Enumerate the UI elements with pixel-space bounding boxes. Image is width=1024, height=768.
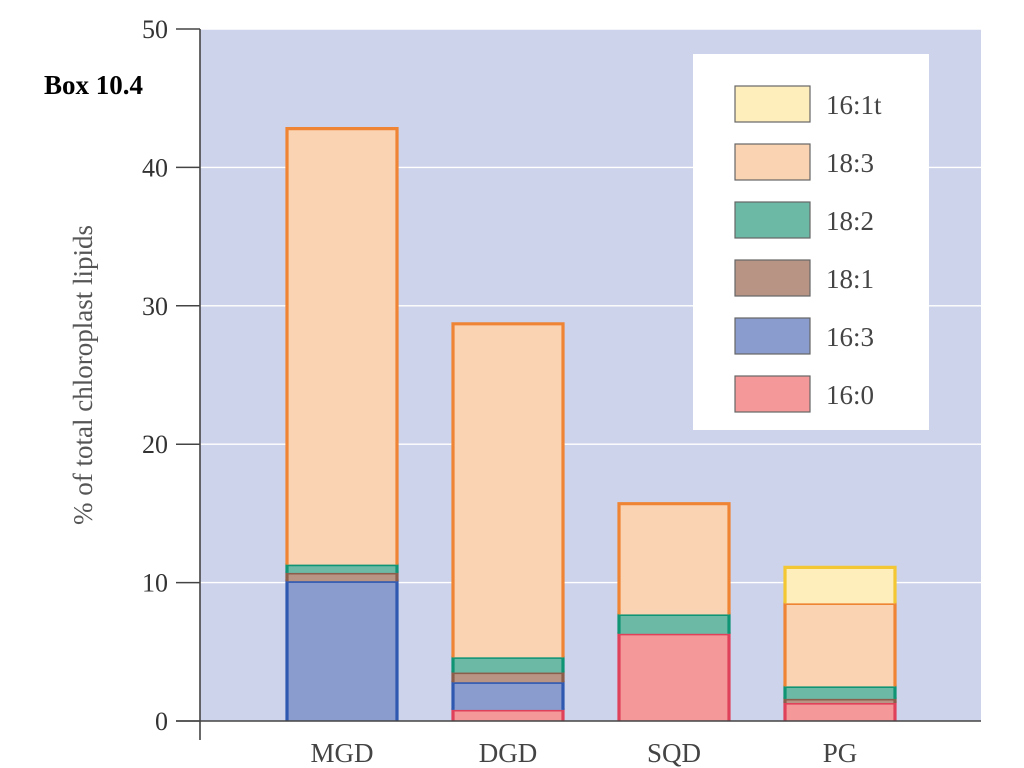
x-category-label: SQD xyxy=(647,738,701,768)
bar-segment-18-1-pg xyxy=(783,697,897,704)
bars xyxy=(285,127,897,721)
bar-segment-18-1-mgd xyxy=(285,571,399,582)
bar-fill xyxy=(785,698,895,704)
legend-entry-16-1t: 16:1t xyxy=(734,85,882,123)
bar-edge xyxy=(783,565,897,604)
legend-entry-18-3: 18:3 xyxy=(734,143,874,181)
bar-segment-18-3-dgd xyxy=(451,322,565,658)
bar-fill xyxy=(453,682,563,710)
y-tick-label: 20 xyxy=(142,430,168,459)
bar-segment-16-3-mgd xyxy=(285,579,399,721)
bar-edge xyxy=(617,502,731,615)
bar-fill xyxy=(619,633,729,721)
legend-label: 18:1 xyxy=(826,264,874,294)
bar-fill xyxy=(453,672,563,683)
bar-segment-16-0-pg xyxy=(783,701,897,721)
bar-segment-16-1t-pg xyxy=(783,565,897,604)
legend-label: 18:2 xyxy=(826,206,874,236)
bar-fill xyxy=(287,564,397,573)
legend-label: 16:3 xyxy=(826,322,874,352)
legend-swatch xyxy=(734,317,811,355)
bar-fill xyxy=(785,703,895,721)
legend-entry-16-3: 16:3 xyxy=(734,317,874,355)
bar-segment-16-3-dgd xyxy=(451,680,565,710)
bar-fill xyxy=(453,709,563,721)
legend-label: 16:0 xyxy=(826,380,874,410)
legend-label: 18:3 xyxy=(826,148,874,178)
y-tick-label: 50 xyxy=(142,15,168,44)
legend: 16:1t 18:3 18:2 18:1 16:3 16:0 xyxy=(693,54,929,430)
bar-segment-18-2-pg xyxy=(783,684,897,699)
legend-entry-18-2: 18:2 xyxy=(734,201,874,239)
bar-fill xyxy=(287,581,397,721)
legend-swatch xyxy=(734,375,811,413)
bar-edge xyxy=(783,684,897,699)
bar-fill xyxy=(619,614,729,634)
y-tick-label: 30 xyxy=(142,292,168,321)
bar-edge xyxy=(285,127,399,565)
y-tick-label: 40 xyxy=(142,153,168,182)
bar-fill xyxy=(619,503,729,615)
bar-segment-18-2-dgd xyxy=(451,655,565,673)
bar-segment-18-3-pg xyxy=(783,601,897,687)
legend-label: 16:1t xyxy=(826,90,882,120)
y-tick-label: 0 xyxy=(155,707,168,736)
x-category-label: MGD xyxy=(310,738,373,768)
bar-fill xyxy=(785,567,895,604)
bar-fill xyxy=(453,657,563,673)
bar-segment-18-3-mgd xyxy=(285,127,399,565)
bar-fill xyxy=(287,128,397,565)
bar-fill xyxy=(785,603,895,687)
bar-fill xyxy=(785,686,895,699)
legend-swatch xyxy=(734,85,811,123)
legend-box xyxy=(693,54,929,430)
x-category-label: DGD xyxy=(479,738,538,768)
x-category-label: PG xyxy=(823,738,858,768)
bar-segment-18-1-dgd xyxy=(451,670,565,683)
legend-swatch xyxy=(734,201,811,239)
y-axis-label: % of total chloroplast lipids xyxy=(68,225,98,525)
bar-fill xyxy=(453,323,563,658)
bar-segment-18-3-sqd xyxy=(617,502,731,615)
y-tick-label: 10 xyxy=(142,569,168,598)
legend-entry-16-0: 16:0 xyxy=(734,375,874,413)
bar-segment-18-2-sqd xyxy=(617,612,731,634)
axes: 0 10 20 30 40 50 % of total chloroplast lipids… xyxy=(68,15,981,768)
bar-segment-16-0-dgd xyxy=(451,708,565,721)
bar-edge xyxy=(451,322,565,658)
bar-fill xyxy=(287,572,397,582)
legend-entry-18-1: 18:1 xyxy=(734,259,874,297)
legend-swatch xyxy=(734,143,811,181)
legend-swatch xyxy=(734,259,811,297)
bar-segment-18-2-mgd xyxy=(285,563,399,573)
figure-box-label: Box 10.4 xyxy=(44,70,144,100)
bar-segment-16-0-sqd xyxy=(617,632,731,721)
